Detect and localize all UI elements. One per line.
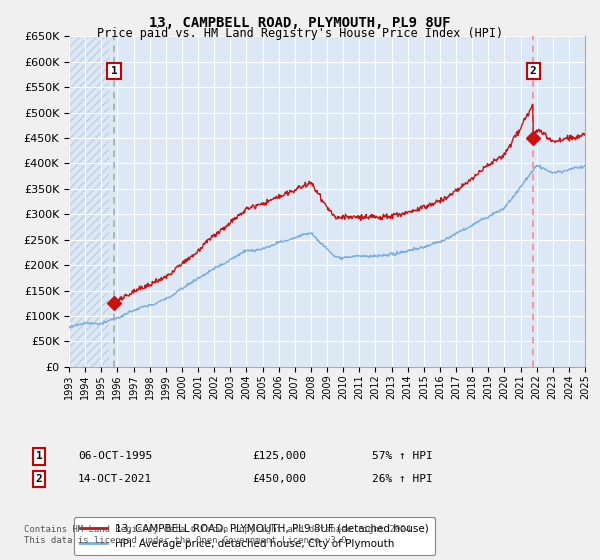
Text: 14-OCT-2021: 14-OCT-2021 bbox=[78, 474, 152, 484]
Text: £125,000: £125,000 bbox=[252, 451, 306, 461]
Bar bbox=[69, 36, 109, 367]
Text: 06-OCT-1995: 06-OCT-1995 bbox=[78, 451, 152, 461]
Text: 26% ↑ HPI: 26% ↑ HPI bbox=[372, 474, 433, 484]
Text: 13, CAMPBELL ROAD, PLYMOUTH, PL9 8UF: 13, CAMPBELL ROAD, PLYMOUTH, PL9 8UF bbox=[149, 16, 451, 30]
Text: £450,000: £450,000 bbox=[252, 474, 306, 484]
Text: 1: 1 bbox=[35, 451, 43, 461]
Text: 1: 1 bbox=[111, 66, 118, 76]
Legend: 13, CAMPBELL ROAD, PLYMOUTH, PL9 8UF (detached house), HPI: Average price, detac: 13, CAMPBELL ROAD, PLYMOUTH, PL9 8UF (de… bbox=[74, 517, 435, 555]
Text: Price paid vs. HM Land Registry's House Price Index (HPI): Price paid vs. HM Land Registry's House … bbox=[97, 27, 503, 40]
Text: 2: 2 bbox=[530, 66, 536, 76]
Text: Contains HM Land Registry data © Crown copyright and database right 2024.
This d: Contains HM Land Registry data © Crown c… bbox=[24, 525, 416, 545]
Text: 57% ↑ HPI: 57% ↑ HPI bbox=[372, 451, 433, 461]
Text: 2: 2 bbox=[35, 474, 43, 484]
